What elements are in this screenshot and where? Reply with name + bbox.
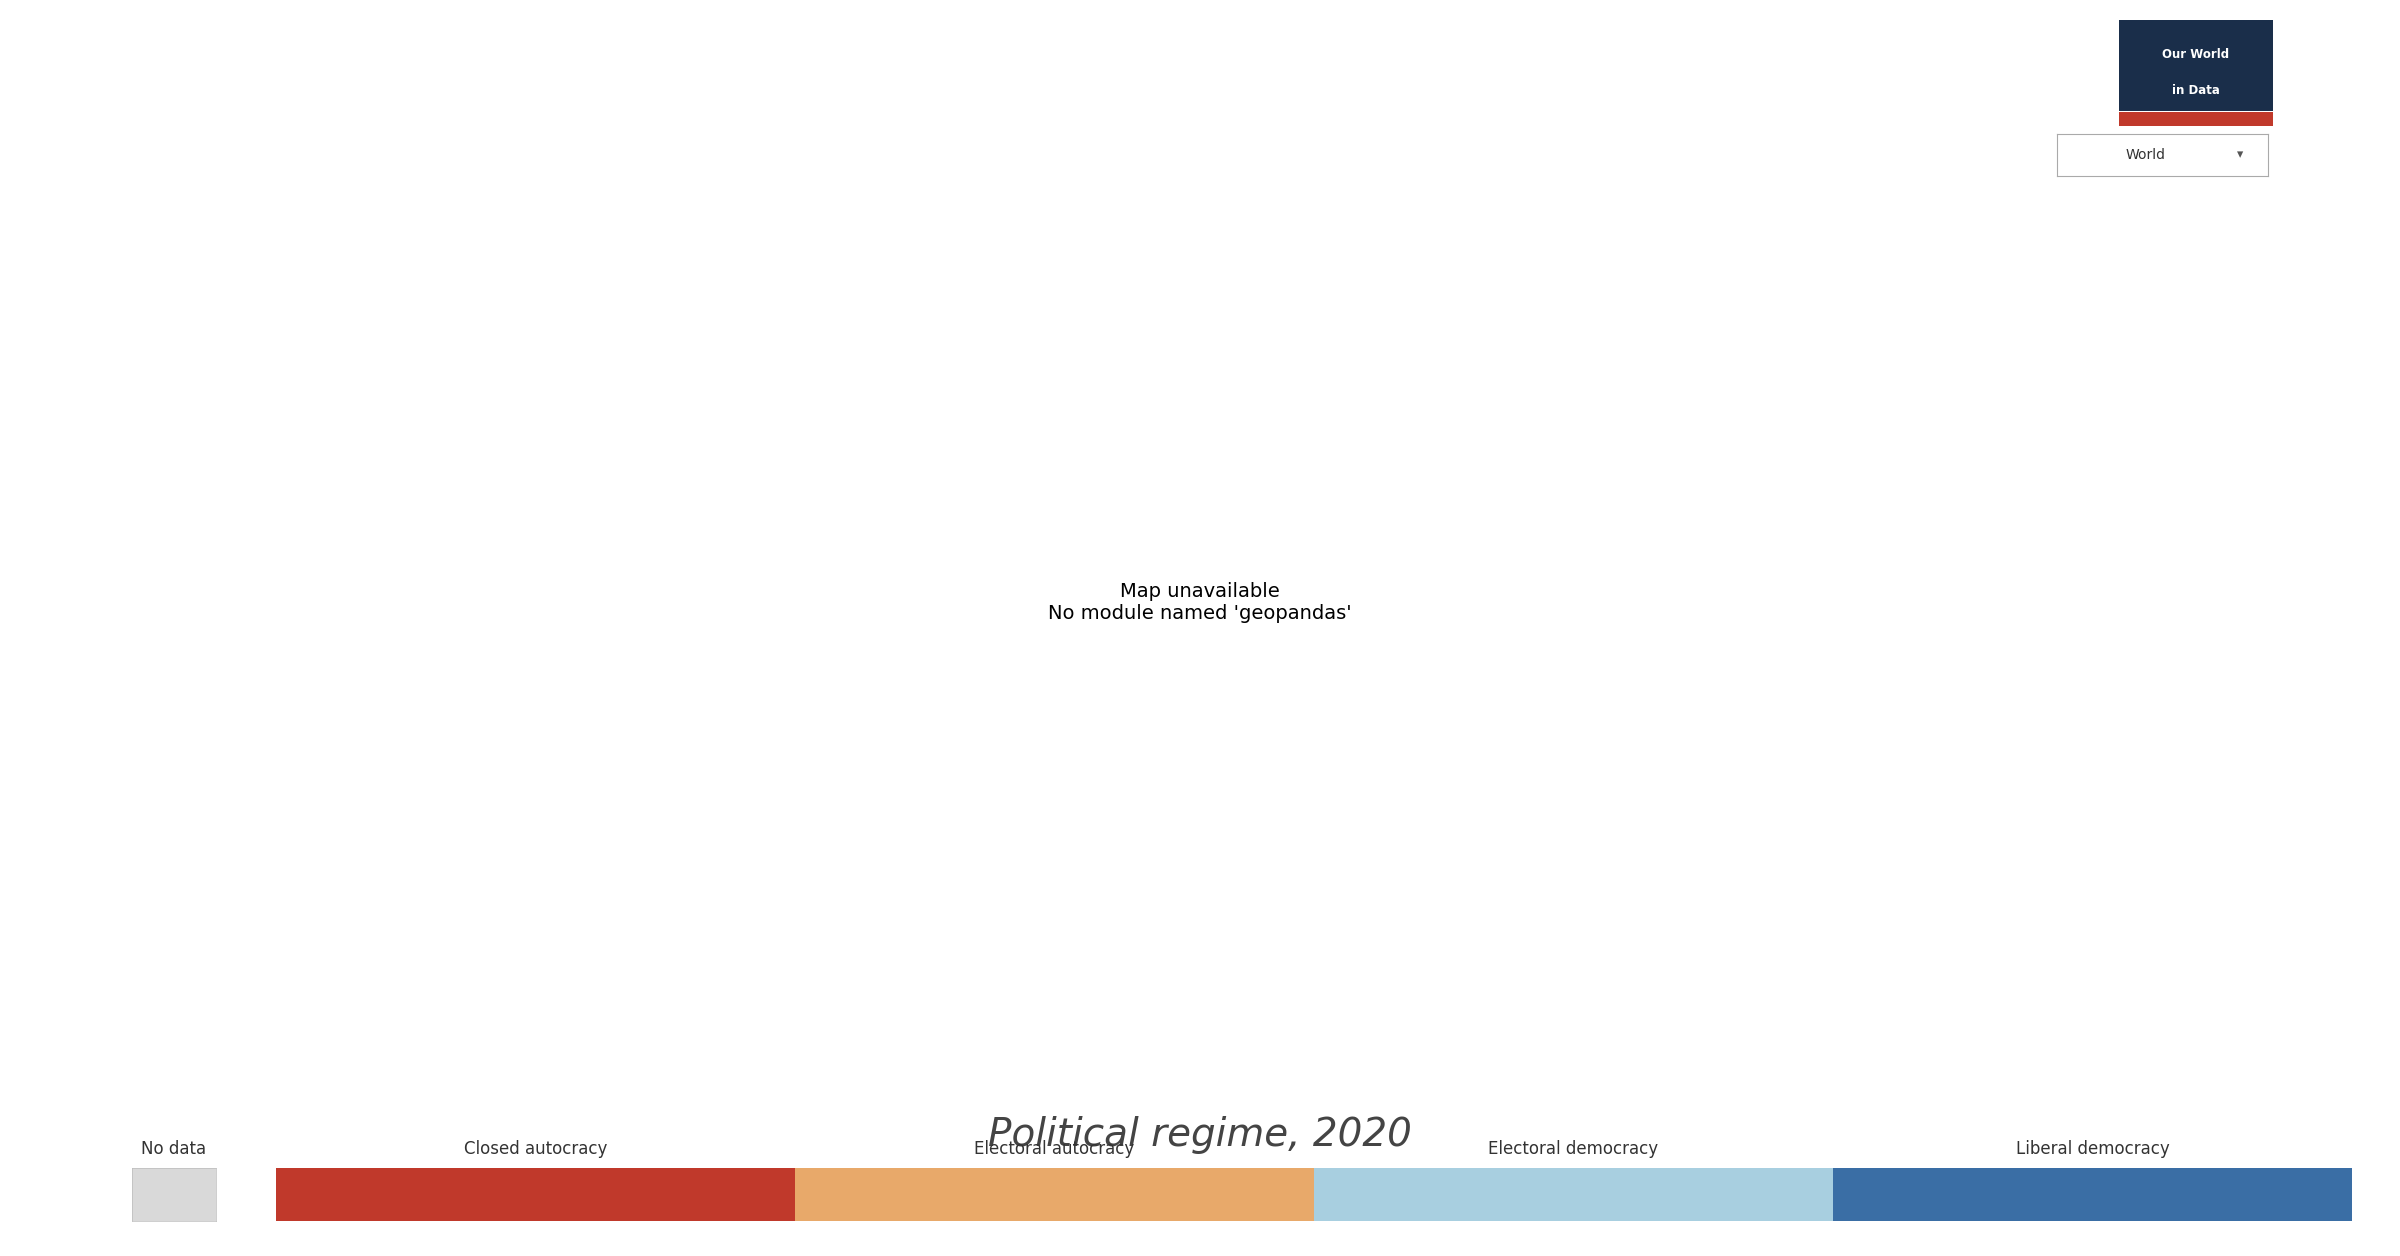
- Text: Closed autocracy: Closed autocracy: [463, 1140, 607, 1158]
- Text: Electoral autocracy: Electoral autocracy: [974, 1140, 1135, 1158]
- Text: Political regime, 2020: Political regime, 2020: [989, 1117, 1411, 1154]
- Text: Map unavailable
No module named 'geopandas': Map unavailable No module named 'geopand…: [1049, 583, 1351, 623]
- Text: in Data: in Data: [2172, 84, 2220, 97]
- Text: ▾: ▾: [2237, 148, 2244, 162]
- Text: Electoral democracy: Electoral democracy: [1488, 1140, 1658, 1158]
- Text: World: World: [2126, 148, 2165, 162]
- Text: Our World: Our World: [2162, 48, 2230, 62]
- Text: Liberal democracy: Liberal democracy: [2016, 1140, 2170, 1158]
- Text: No data: No data: [142, 1140, 206, 1158]
